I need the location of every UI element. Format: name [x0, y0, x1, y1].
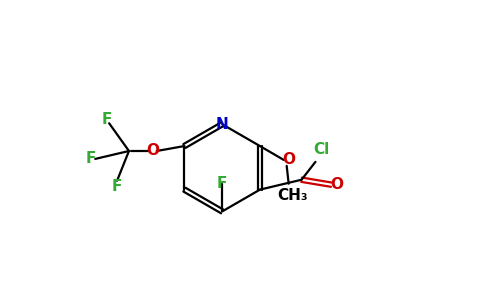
- Text: O: O: [331, 177, 344, 192]
- Text: F: F: [102, 112, 112, 127]
- Text: N: N: [216, 117, 228, 132]
- Text: F: F: [112, 179, 122, 194]
- Text: CH₃: CH₃: [277, 188, 308, 203]
- Text: O: O: [282, 152, 295, 167]
- Text: Cl: Cl: [313, 142, 330, 158]
- Text: O: O: [146, 143, 159, 158]
- Text: F: F: [217, 176, 227, 191]
- Text: F: F: [86, 152, 96, 166]
